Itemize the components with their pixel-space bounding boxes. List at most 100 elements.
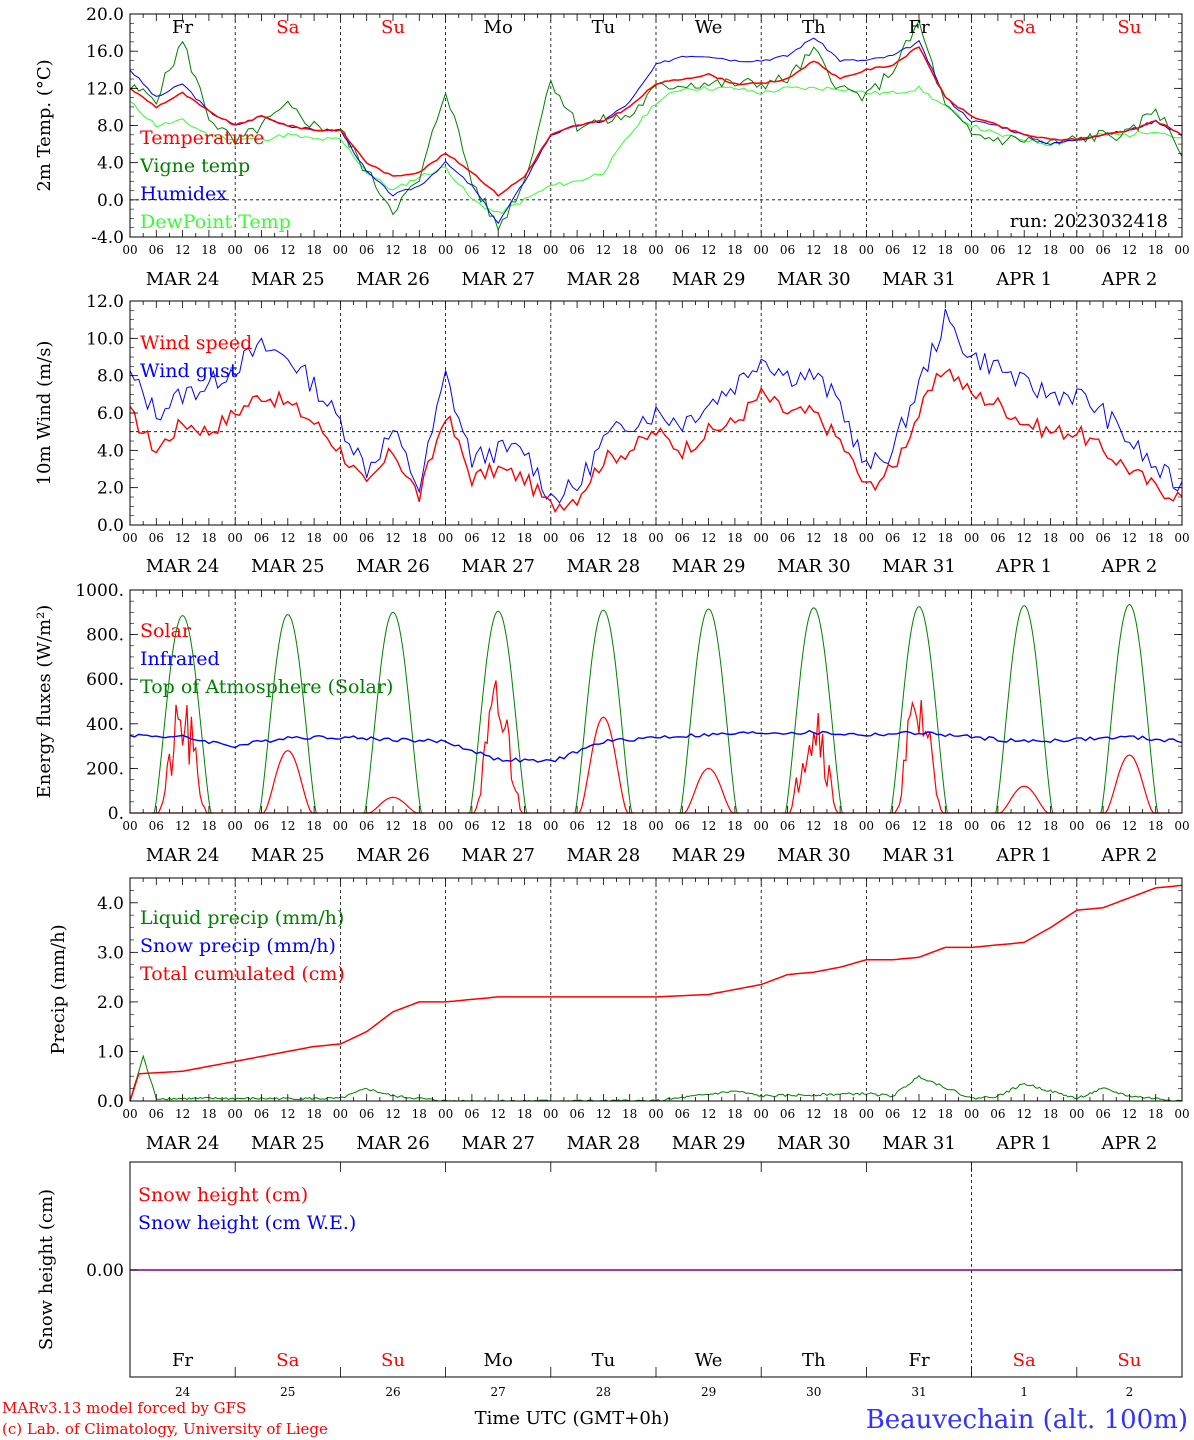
day-label: MAR 24 xyxy=(146,845,220,866)
hour-tick-label: 00 xyxy=(964,243,979,257)
day-number-label: 25 xyxy=(280,1385,295,1399)
hour-tick-label: 12 xyxy=(175,243,190,257)
series-total-cumulated-line xyxy=(129,884,1183,1102)
weekday-label: Tu xyxy=(592,1350,616,1371)
hour-tick-label: 00 xyxy=(543,243,558,257)
hour-tick-label: 06 xyxy=(359,243,374,257)
hour-tick-label: 06 xyxy=(1095,819,1110,833)
hour-tick-label: 18 xyxy=(306,531,321,545)
hour-tick-label: 18 xyxy=(1043,1107,1058,1121)
day-label: APR 1 xyxy=(995,845,1052,866)
y-axis-label: Precip (mm/h) xyxy=(48,924,69,1054)
day-label: MAR 24 xyxy=(146,556,220,577)
hour-tick-label: 00 xyxy=(1069,1107,1084,1121)
hour-tick-label: 00 xyxy=(1069,819,1084,833)
hour-tick-label: 06 xyxy=(780,243,795,257)
plot-frame xyxy=(129,300,1183,526)
hour-tick-label: 00 xyxy=(754,243,769,257)
hour-tick-label: 18 xyxy=(727,1107,742,1121)
hour-tick-label: 06 xyxy=(1095,531,1110,545)
series-temperature-line xyxy=(129,46,1183,197)
series-solar-line xyxy=(151,704,214,814)
series-toa-solar-line xyxy=(888,606,950,814)
weekday-label: Su xyxy=(381,17,405,38)
hour-tick-label: 12 xyxy=(385,819,400,833)
legend-entry: Solar xyxy=(140,620,192,642)
hour-tick-label: 18 xyxy=(727,243,742,257)
hour-tick-label: 12 xyxy=(1122,819,1137,833)
hour-tick-label: 12 xyxy=(701,819,716,833)
day-label: MAR 24 xyxy=(146,269,220,290)
weekday-label: Tu xyxy=(592,17,616,38)
hour-tick-label: 18 xyxy=(1043,819,1058,833)
hour-tick-label: 06 xyxy=(359,531,374,545)
hour-tick-label: 18 xyxy=(517,819,532,833)
hour-tick-label: 12 xyxy=(1017,819,1032,833)
hour-tick-label: 06 xyxy=(464,531,479,545)
hour-tick-label: 06 xyxy=(990,1107,1005,1121)
day-label: MAR 28 xyxy=(567,556,641,577)
y-tick-label: 10.0 xyxy=(86,329,124,349)
day-label: APR 1 xyxy=(995,1133,1052,1154)
hour-tick-label: 18 xyxy=(1148,819,1163,833)
day-label: MAR 28 xyxy=(567,1133,641,1154)
series-toa-solar-line xyxy=(467,610,529,814)
y-tick-label: 4.0 xyxy=(97,441,124,461)
day-number-label: 1 xyxy=(1020,1385,1028,1399)
legend-entry: Total cumulated (cm) xyxy=(140,963,345,985)
legend-entry: Snow height (cm W.E.) xyxy=(138,1212,356,1234)
hour-tick-label: 00 xyxy=(1174,819,1189,833)
time-axis-label: Time UTC (GMT+0h) xyxy=(475,1408,670,1429)
series-toa-solar-line xyxy=(362,611,424,814)
hour-tick-label: 00 xyxy=(228,531,243,545)
day-label: MAR 29 xyxy=(672,556,746,577)
legend-entry: DewPoint Temp xyxy=(140,211,291,233)
hour-tick-label: 18 xyxy=(1148,1107,1163,1121)
hour-tick-label: 18 xyxy=(1148,243,1163,257)
weekday-label: Su xyxy=(381,1350,405,1371)
hour-tick-label: 06 xyxy=(885,819,900,833)
hour-tick-label: 06 xyxy=(149,243,164,257)
y-axis-label: Snow height (cm) xyxy=(36,1189,57,1350)
series-dewpoint-line xyxy=(129,85,1183,214)
hour-tick-label: 12 xyxy=(280,243,295,257)
hour-tick-label: 12 xyxy=(911,243,926,257)
hour-tick-label: 12 xyxy=(701,1107,716,1121)
hour-tick-label: 18 xyxy=(622,243,637,257)
day-label: MAR 31 xyxy=(882,269,956,290)
hour-tick-label: 06 xyxy=(569,531,584,545)
weekday-label: Su xyxy=(1117,17,1141,38)
hour-tick-label: 18 xyxy=(412,531,427,545)
hour-tick-label: 12 xyxy=(280,1107,295,1121)
weekday-label: Fr xyxy=(908,1350,929,1371)
hour-tick-label: 12 xyxy=(1017,531,1032,545)
hour-tick-label: 00 xyxy=(859,1107,874,1121)
hour-tick-label: 00 xyxy=(754,531,769,545)
day-label: MAR 26 xyxy=(356,845,430,866)
weekday-label: Th xyxy=(802,1350,826,1371)
hour-tick-label: 06 xyxy=(359,819,374,833)
y-tick-label: 0.0 xyxy=(97,516,124,536)
hour-tick-label: 18 xyxy=(938,531,953,545)
hour-tick-label: 06 xyxy=(464,819,479,833)
hour-tick-label: 00 xyxy=(964,531,979,545)
y-tick-label: 20.0 xyxy=(86,5,124,25)
weekday-label: Th xyxy=(802,17,826,38)
hour-tick-label: 12 xyxy=(280,819,295,833)
series-vigne-temp-line xyxy=(129,19,1183,232)
day-number-label: 29 xyxy=(701,1385,716,1399)
hour-tick-label: 00 xyxy=(438,243,453,257)
legend-entry: Snow precip (mm/h) xyxy=(140,935,336,957)
day-label: MAR 25 xyxy=(251,556,325,577)
hour-tick-label: 00 xyxy=(1174,1107,1189,1121)
hour-tick-label: 18 xyxy=(517,531,532,545)
hour-tick-label: 06 xyxy=(254,243,269,257)
y-tick-label: 600. xyxy=(86,670,124,690)
hour-tick-label: 18 xyxy=(517,243,532,257)
hour-tick-label: 12 xyxy=(491,531,506,545)
hour-tick-label: 00 xyxy=(648,819,663,833)
y-axis-label: 2m Temp. (°C) xyxy=(34,59,55,191)
day-label: MAR 30 xyxy=(777,556,851,577)
hour-tick-label: 00 xyxy=(648,1107,663,1121)
hour-tick-label: 00 xyxy=(228,819,243,833)
